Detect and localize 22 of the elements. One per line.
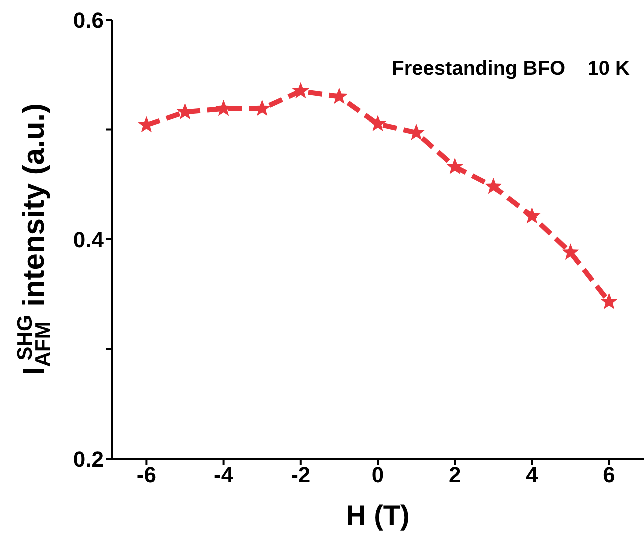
y-tick-label: 0.6: [73, 8, 104, 33]
y-tick-label: 0.4: [73, 227, 105, 252]
point: [562, 244, 580, 260]
x-tick-label: 0: [372, 462, 384, 488]
point: [446, 158, 464, 174]
point: [485, 178, 502, 194]
point: [254, 100, 271, 116]
y-tick-label: 0.2: [73, 446, 104, 472]
x-tick-label: 2: [448, 462, 462, 488]
point: [176, 103, 194, 120]
point: [369, 115, 387, 132]
x-tick-label: -4: [214, 462, 234, 488]
x-tick-label: -2: [291, 462, 311, 488]
point: [600, 293, 618, 310]
annotation: Freestanding BFO 10 K: [392, 58, 630, 81]
point: [524, 207, 541, 224]
x-tick-label: -6: [136, 462, 156, 488]
point: [292, 82, 310, 99]
x-axis-title: H (T): [346, 500, 410, 531]
point: [215, 100, 232, 116]
x-tick-label: 6: [603, 462, 616, 488]
x-tick-label: 4: [526, 462, 540, 488]
